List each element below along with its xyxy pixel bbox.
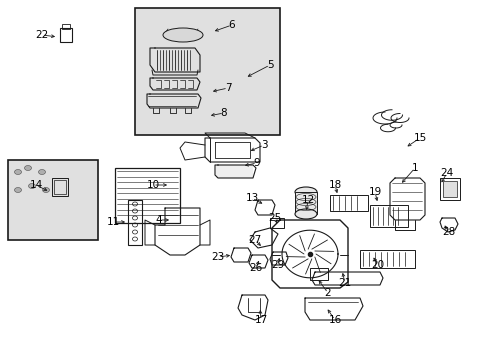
Ellipse shape	[163, 28, 203, 42]
Bar	[309, 268, 327, 280]
Ellipse shape	[42, 188, 49, 193]
Bar	[62, 24, 70, 29]
Text: 10: 10	[146, 180, 159, 190]
Text: 2: 2	[324, 288, 331, 298]
Text: 18: 18	[328, 180, 341, 190]
Text: 29: 29	[271, 260, 284, 270]
Text: 13: 13	[245, 193, 258, 203]
Text: 3: 3	[260, 140, 267, 150]
Text: 15: 15	[412, 133, 426, 143]
Text: 9: 9	[253, 158, 260, 168]
Ellipse shape	[15, 188, 21, 193]
Bar	[269, 218, 284, 228]
Bar	[128, 200, 142, 245]
Ellipse shape	[28, 184, 36, 189]
Ellipse shape	[15, 170, 21, 175]
Text: 26: 26	[249, 263, 262, 273]
Ellipse shape	[39, 170, 45, 175]
Bar	[369, 205, 407, 227]
Bar	[329, 195, 367, 211]
Text: 19: 19	[367, 187, 381, 197]
Bar	[294, 192, 316, 214]
Ellipse shape	[294, 187, 316, 197]
Text: 28: 28	[442, 227, 455, 237]
Text: 23: 23	[211, 252, 224, 262]
Text: 8: 8	[220, 108, 227, 118]
Text: 7: 7	[224, 83, 231, 93]
Bar	[52, 178, 68, 196]
Bar	[216, 165, 252, 178]
Bar	[359, 250, 414, 268]
Text: 25: 25	[268, 213, 281, 223]
Text: 24: 24	[440, 168, 453, 178]
Bar	[439, 178, 459, 200]
Text: 11: 11	[106, 217, 120, 227]
Bar	[60, 28, 72, 42]
Ellipse shape	[24, 166, 31, 171]
Bar	[442, 181, 456, 197]
Text: 14: 14	[29, 180, 42, 190]
Text: 21: 21	[338, 278, 351, 288]
Text: 20: 20	[371, 260, 384, 270]
Text: 5: 5	[266, 60, 273, 70]
Text: 12: 12	[301, 195, 314, 205]
Text: 27: 27	[248, 235, 261, 245]
Bar	[135, 8, 280, 135]
Text: 16: 16	[328, 315, 341, 325]
Bar	[115, 168, 180, 223]
Text: 1: 1	[411, 163, 417, 173]
Bar	[54, 180, 66, 194]
Text: 22: 22	[35, 30, 48, 40]
Ellipse shape	[294, 209, 316, 219]
Text: 4: 4	[155, 215, 162, 225]
Text: 17: 17	[254, 315, 267, 325]
Bar	[8, 160, 98, 240]
Text: 6: 6	[228, 20, 235, 30]
